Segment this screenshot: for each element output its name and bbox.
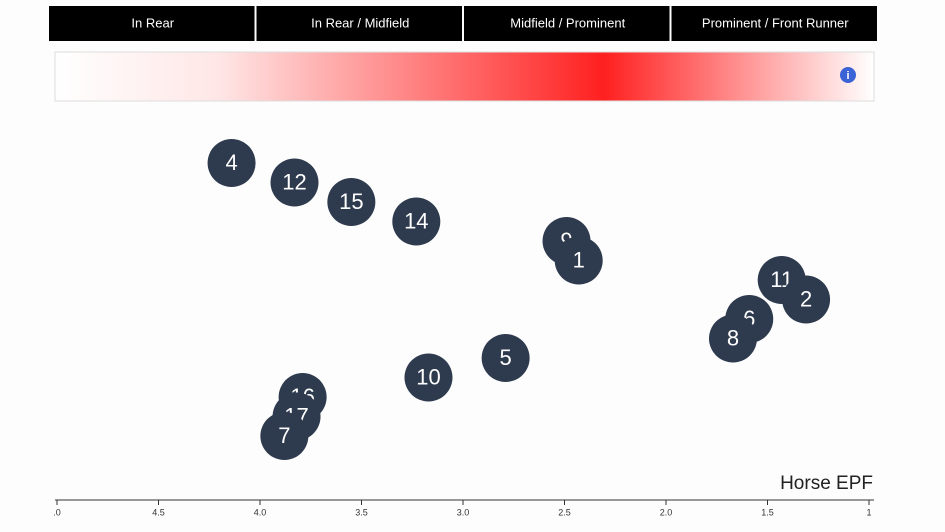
band-header — [256, 6, 462, 41]
band-label: Midfield / Prominent — [510, 15, 625, 30]
axis-label: Horse EPF — [780, 473, 873, 494]
horse-marker — [481, 334, 530, 382]
x-tick-label: 2.0 — [660, 507, 673, 517]
horse-number: 15 — [339, 189, 363, 214]
horse-marker — [260, 412, 309, 460]
horse-marker — [392, 197, 441, 246]
band-header — [49, 6, 255, 41]
horse-number: 10 — [416, 364, 440, 389]
x-tick-label: 1.5 — [761, 507, 774, 517]
x-tick-label: 4.0 — [254, 507, 267, 517]
x-tick-label: 3.0 — [457, 507, 470, 517]
x-tick-label: 3.5 — [355, 507, 368, 517]
horse-marker — [782, 275, 831, 324]
x-tick-label: 4.5 — [152, 507, 165, 517]
horse-number: 7 — [278, 423, 290, 448]
horse-number: 8 — [727, 325, 739, 350]
band-header — [464, 6, 670, 41]
horse-number: 5 — [500, 345, 512, 370]
horse-number: 12 — [282, 169, 306, 194]
band-label: In Rear — [131, 15, 174, 30]
horse-marker — [708, 314, 757, 363]
info-glyph: i — [846, 70, 849, 82]
horse-number: 2 — [800, 286, 812, 311]
x-tick-label: 2.5 — [558, 507, 571, 517]
info-icon[interactable] — [840, 67, 856, 83]
x-tick-label: 1 — [866, 507, 871, 517]
horse-marker — [207, 139, 256, 187]
horse-marker — [404, 353, 453, 402]
band-label: In Rear / Midfield — [311, 15, 409, 30]
horse-marker — [270, 158, 319, 207]
x-tick-label: .0 — [53, 507, 61, 517]
horse-marker — [554, 236, 603, 285]
horse-number: 1 — [573, 247, 585, 272]
band-header — [671, 6, 877, 41]
horse-marker — [327, 178, 376, 226]
heat-bar — [54, 51, 875, 102]
horse-number: 14 — [404, 208, 428, 233]
band-label: Prominent / Front Runner — [702, 15, 849, 30]
horse-number: 4 — [225, 150, 237, 175]
